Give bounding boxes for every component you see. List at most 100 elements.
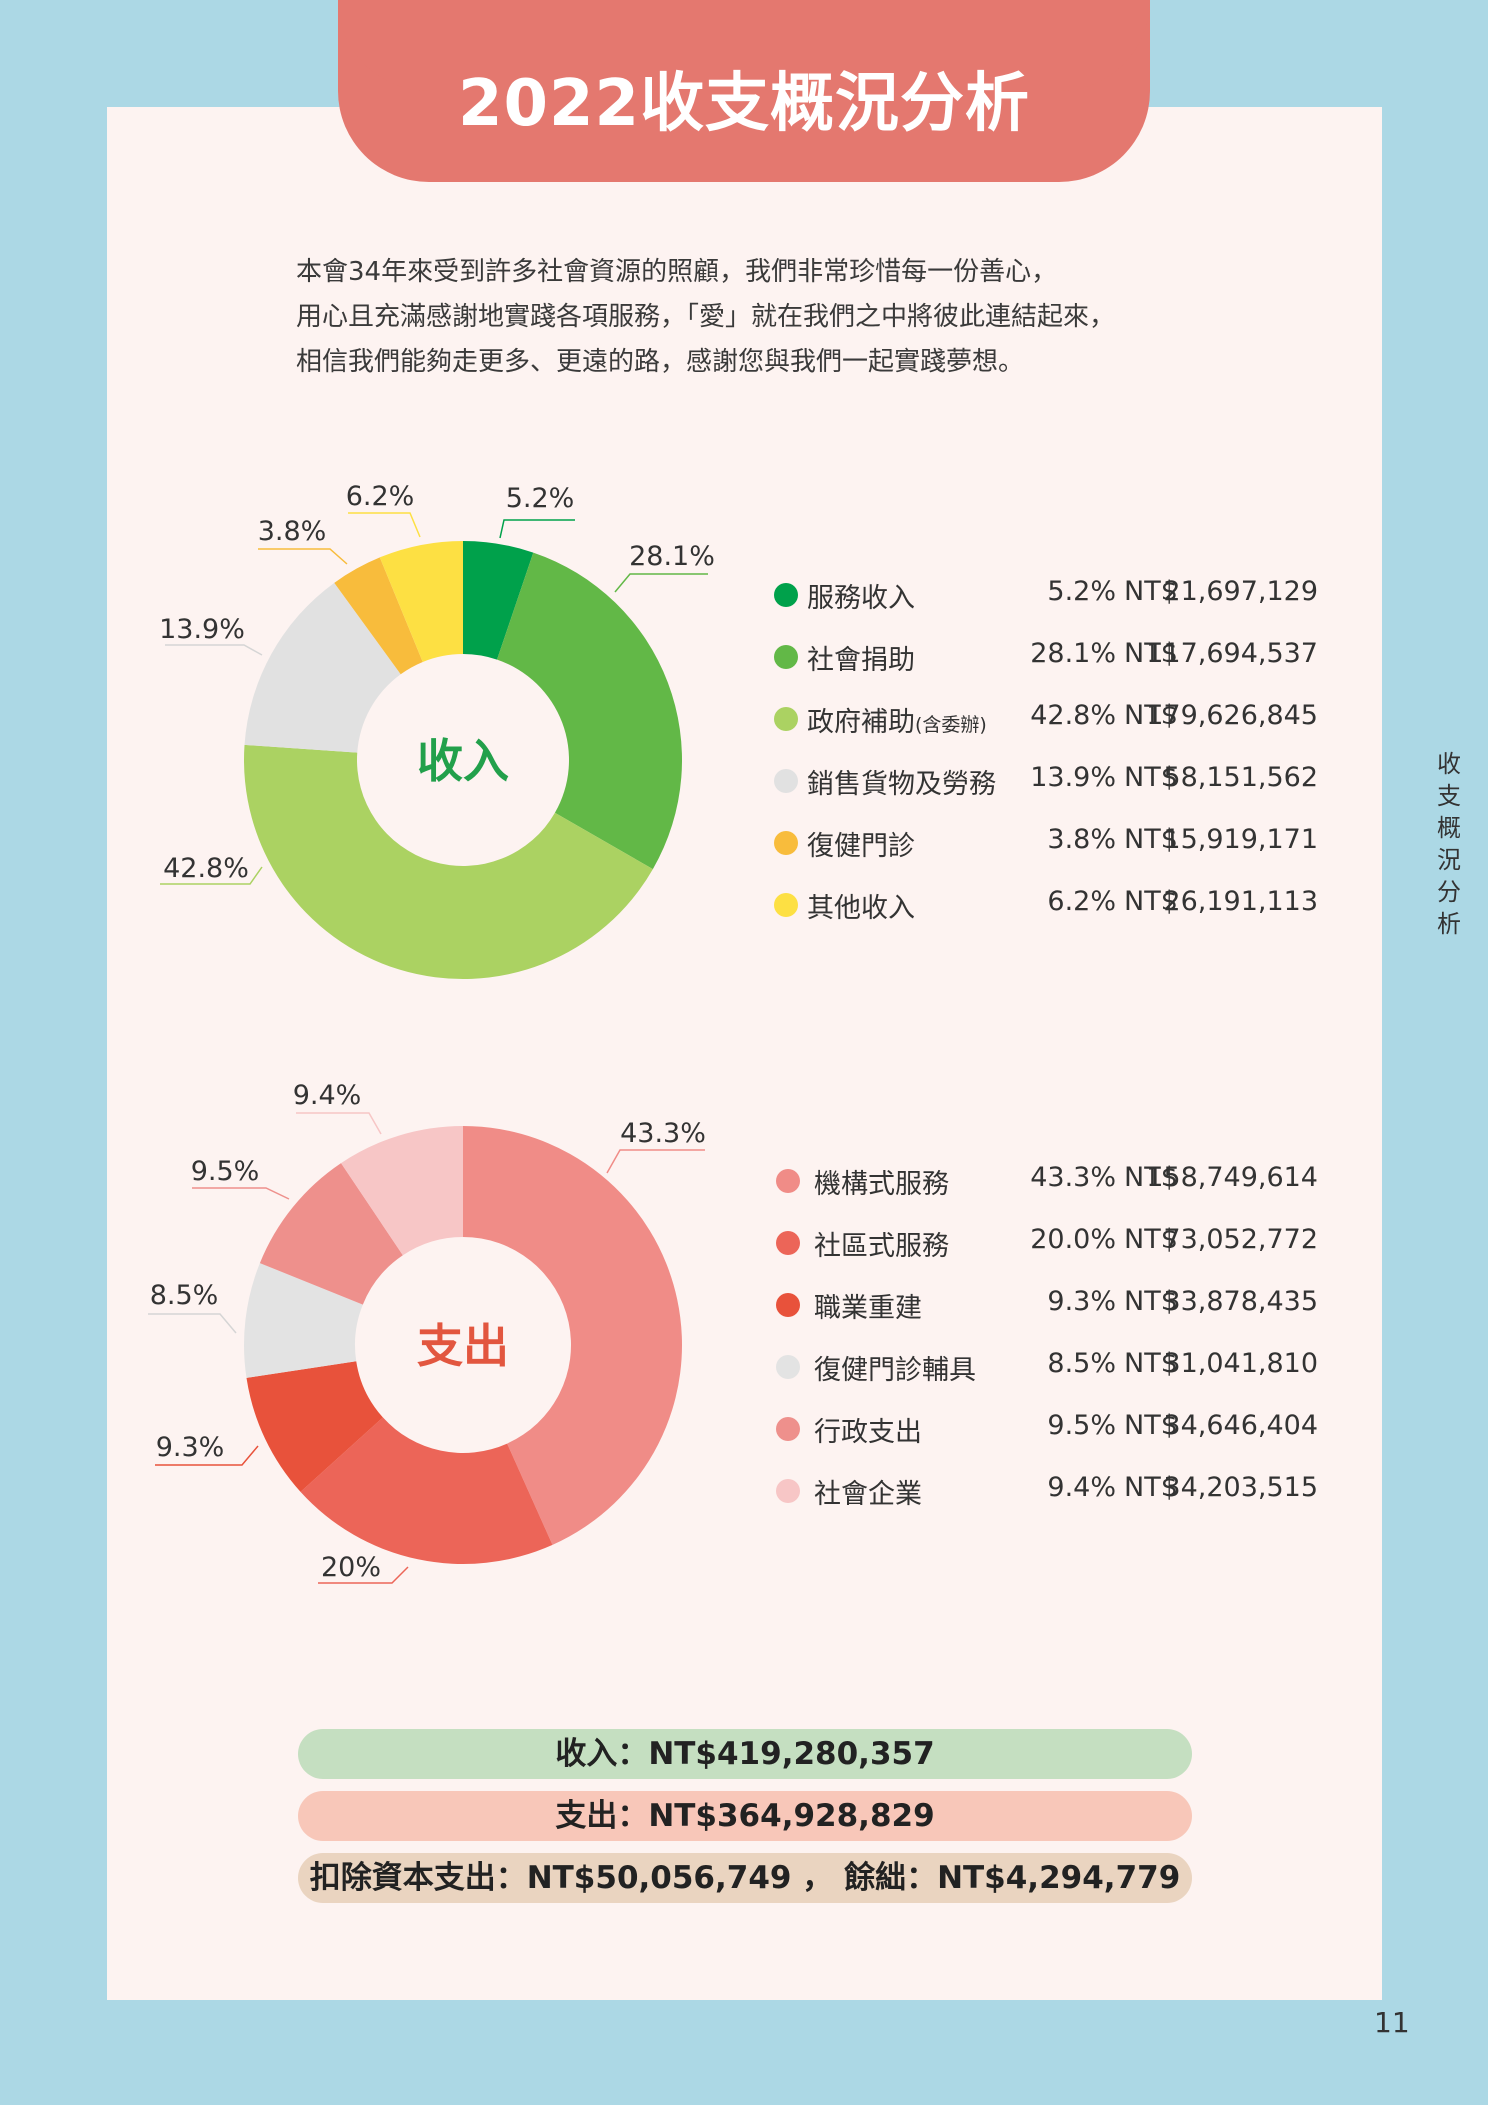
legend-currency: NT$ xyxy=(1124,700,1178,731)
expense-total: 支出：NT$364,928,829 xyxy=(298,1791,1192,1841)
income-slice xyxy=(244,744,653,979)
legend-label: 復健門診 xyxy=(807,831,915,862)
side-char: 概 xyxy=(1437,814,1461,842)
slice-percent-label: 3.8% xyxy=(258,516,327,547)
income-slice xyxy=(334,557,423,675)
income-legend-row: 銷售貨物及勞務 13.9% NT$ 58,151,562 xyxy=(770,754,1330,816)
leader-line xyxy=(499,519,575,539)
expense-legend-row: 社區式服務 20.0% NT$ 73,052,772 xyxy=(770,1216,1330,1278)
legend-label: 社區式服務 xyxy=(814,1231,949,1262)
expense-slice xyxy=(246,1361,383,1492)
legend-percent: 9.4% xyxy=(1047,1472,1116,1503)
legend-amount: 34,203,515 xyxy=(1163,1472,1318,1503)
legend-percent: 6.2% xyxy=(1047,886,1116,917)
legend-swatch xyxy=(776,1355,800,1379)
slice-percent-label: 13.9% xyxy=(159,614,245,645)
legend-swatch xyxy=(774,707,798,731)
income-total: 收入：NT$419,280,357 xyxy=(298,1729,1192,1779)
income-legend-row: 復健門診 3.8% NT$ 15,919,171 xyxy=(770,816,1330,878)
legend-amount: 21,697,129 xyxy=(1163,576,1318,607)
legend-percent: 20.0% xyxy=(1030,1224,1116,1255)
legend-label: 行政支出 xyxy=(814,1417,922,1448)
legend-percent: 9.3% xyxy=(1047,1286,1116,1317)
legend-label: 社會企業 xyxy=(814,1479,922,1510)
expense-slice xyxy=(259,1163,403,1305)
income-legend-row: 社會捐助 28.1% NT$ 117,694,537 xyxy=(770,630,1330,692)
leader-line xyxy=(348,512,421,538)
slice-percent-label: 9.4% xyxy=(293,1080,362,1111)
content-panel xyxy=(107,107,1382,2000)
income-legend-row: 服務收入 5.2% NT$ 21,697,129 xyxy=(770,568,1330,630)
side-char: 析 xyxy=(1437,910,1461,938)
legend-label: 銷售貨物及勞務 xyxy=(807,769,996,800)
legend-percent: 43.3% xyxy=(1030,1162,1116,1193)
leader-line xyxy=(614,573,708,593)
legend-currency: NT$ xyxy=(1124,1286,1178,1317)
side-char: 況 xyxy=(1437,846,1461,874)
leader-line xyxy=(165,644,263,656)
side-char: 分 xyxy=(1437,878,1461,906)
legend-percent: 3.8% xyxy=(1047,824,1116,855)
leader-line xyxy=(148,1313,237,1334)
leader-line xyxy=(155,1445,259,1466)
income-slice xyxy=(379,541,463,662)
legend-amount: 58,151,562 xyxy=(1163,762,1318,793)
legend-label: 服務收入 xyxy=(807,583,915,614)
slice-percent-label: 42.8% xyxy=(163,853,249,884)
slice-percent-label: 9.5% xyxy=(191,1156,260,1187)
side-char: 收 xyxy=(1437,750,1461,778)
title-banner xyxy=(338,0,1150,182)
income-legend-row: 其他收入 6.2% NT$ 26,191,113 xyxy=(770,878,1330,940)
net-balance: 扣除資本支出：NT$50,056,749 ， 餘絀：NT$4,294,779 xyxy=(298,1853,1192,1903)
legend-swatch xyxy=(774,583,798,607)
legend-swatch xyxy=(774,831,798,855)
legend-swatch xyxy=(774,893,798,917)
legend-currency: NT$ xyxy=(1124,1410,1178,1441)
legend-label: 職業重建 xyxy=(814,1293,922,1324)
expense-legend-row: 職業重建 9.3% NT$ 33,878,435 xyxy=(770,1278,1330,1340)
intro-line: 本會34年來受到許多社會資源的照顧，我們非常珍惜每一份善心， xyxy=(296,257,1058,287)
legend-swatch xyxy=(776,1169,800,1193)
expense-center-label: 支出 xyxy=(417,1319,509,1373)
slice-percent-label: 20% xyxy=(321,1552,381,1583)
leader-line xyxy=(318,1566,409,1584)
intro-line: 相信我們能夠走更多、更遠的路，感謝您與我們一起實踐夢想。 xyxy=(296,347,1025,377)
legend-swatch xyxy=(776,1417,800,1441)
legend-amount: 15,919,171 xyxy=(1163,824,1318,855)
legend-amount: 34,646,404 xyxy=(1163,1410,1318,1441)
legend-percent: 28.1% xyxy=(1030,638,1116,669)
expense-slice xyxy=(243,1263,363,1378)
legend-percent: 5.2% xyxy=(1047,576,1116,607)
leader-line xyxy=(160,866,263,885)
legend-swatch xyxy=(776,1293,800,1317)
legend-amount: 33,878,435 xyxy=(1163,1286,1318,1317)
slice-percent-label: 43.3% xyxy=(620,1118,706,1149)
legend-currency: NT$ xyxy=(1124,1224,1178,1255)
legend-currency: NT$ xyxy=(1124,1348,1178,1379)
legend-currency: NT$ xyxy=(1124,638,1178,669)
leader-line xyxy=(258,548,348,565)
expense-legend-row: 行政支出 9.5% NT$ 34,646,404 xyxy=(770,1402,1330,1464)
expense-slice xyxy=(300,1417,553,1565)
expense-legend: 機構式服務 43.3% NT$ 158,749,614 社區式服務 20.0% NT$ 73,… xyxy=(770,1154,1330,1526)
income-slice xyxy=(244,582,401,753)
slice-percent-label: 28.1% xyxy=(629,541,715,572)
leader-line xyxy=(296,1112,382,1135)
slice-percent-label: 8.5% xyxy=(150,1280,219,1311)
legend-currency: NT$ xyxy=(1124,886,1178,917)
legend-swatch xyxy=(776,1479,800,1503)
income-legend: 服務收入 5.2% NT$ 21,697,129 社會捐助 28.1% NT$ 117,694… xyxy=(770,568,1330,940)
legend-label: 其他收入 xyxy=(807,893,915,924)
income-center-label: 收入 xyxy=(417,734,509,788)
legend-amount: 179,626,845 xyxy=(1146,700,1318,731)
legend-percent: 9.5% xyxy=(1047,1410,1116,1441)
legend-currency: NT$ xyxy=(1124,1162,1178,1193)
leader-line xyxy=(192,1187,290,1200)
legend-label: 機構式服務 xyxy=(814,1169,949,1200)
intro-text: 本會34年來受到許多社會資源的照顧，我們非常珍惜每一份善心， 用心且充滿感謝地實… xyxy=(296,250,1276,385)
slice-percent-label: 6.2% xyxy=(346,481,415,512)
legend-label: 復健門診輔具 xyxy=(814,1355,976,1386)
legend-amount: 117,694,537 xyxy=(1146,638,1318,669)
leader-line xyxy=(606,1149,705,1174)
